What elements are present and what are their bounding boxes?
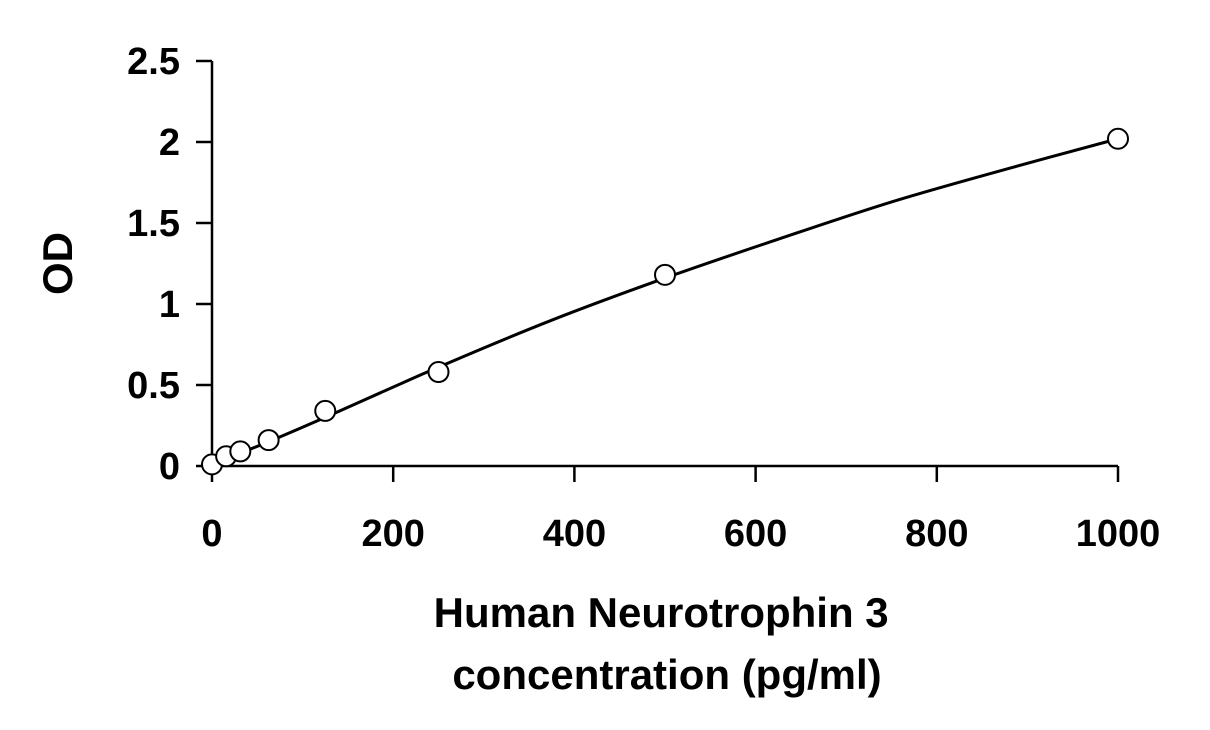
data-point [229,440,252,463]
y-tick-label: 2.5 [127,41,180,83]
y-tick-label: 0.5 [127,365,180,407]
fit-curve-line [211,137,1119,466]
y-tick-label: 1.5 [127,203,180,245]
y-tick-label: 0 [159,446,180,488]
x-tick-label: 0 [201,513,222,555]
x-axis-ticks: 0 200 400 600 800 1000 [201,466,1160,555]
x-axis-title-line-1: Human Neurotrophin 3 [434,589,889,636]
y-axis-ticks: 0 0.5 1 1.5 2 2.5 [127,41,212,488]
data-point [1107,127,1129,150]
data-point [427,361,450,384]
y-axis-title: OD [34,232,81,295]
x-tick-label: 1000 [1076,513,1161,555]
x-axis-title-line-2: concentration (pg/ml) [452,651,881,698]
data-point [257,429,280,452]
data-point [654,263,676,286]
y-tick-label: 2 [159,122,180,164]
x-tick-label: 800 [905,513,968,555]
x-tick-label: 400 [543,513,606,555]
x-tick-label: 200 [361,513,424,555]
axes [210,61,1118,468]
x-tick-label: 600 [724,513,787,555]
x-axis-title: Human Neurotrophin 3 concentration (pg/m… [434,589,901,698]
data-point [314,399,337,422]
y-tick-label: 1 [159,284,180,326]
data-points [201,127,1129,476]
